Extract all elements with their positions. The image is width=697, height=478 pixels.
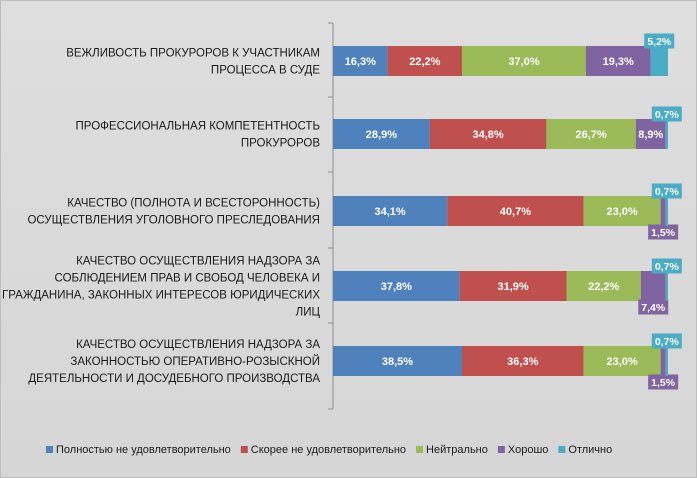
data-label: 40,7% <box>500 206 531 218</box>
data-label: 37,8% <box>381 281 412 293</box>
data-label: 16,3% <box>345 56 376 68</box>
data-label: 19,3% <box>603 56 634 68</box>
category-label: КАЧЕСТВО ОСУЩЕСТВЛЕНИЯ НАДЗОРА ЗА <box>76 339 320 351</box>
category-label: ЛИЦ <box>296 307 321 319</box>
category-label: КАЧЕСТВО (ПОЛНОТА И ВСЕСТОРОННОСТЬ) <box>67 198 320 210</box>
category-label: ГРАЖДАНИНА, ЗАКОННЫХ ИНТЕРЕСОВ ЮРИДИЧЕСК… <box>2 290 320 302</box>
bar-segment <box>429 119 547 149</box>
legend-swatch <box>558 446 566 453</box>
data-callout-box <box>651 333 682 349</box>
data-label: 38,5% <box>382 356 413 368</box>
legend-swatch <box>416 446 424 453</box>
bar-segment <box>635 119 666 149</box>
bar-segment <box>640 271 666 301</box>
category-label: ЗАКОННОСТЬЮ ОПЕРАТИВНО-РОЗЫСКНОЙ <box>70 355 320 368</box>
data-callout-box <box>651 258 682 274</box>
legend-label: Отлично <box>568 444 612 456</box>
bar-segment <box>461 46 586 76</box>
data-label: 0,7% <box>655 186 680 198</box>
bar-segment <box>566 271 641 301</box>
legend-label: Нейтрально <box>426 444 488 456</box>
data-callout-box <box>638 299 669 315</box>
bar-segment <box>583 196 661 226</box>
bar-segment <box>461 346 584 376</box>
data-label: 0,7% <box>655 261 680 273</box>
category-label: ОСУЩЕСТВЛЕНИЯ УГОЛОВНОГО ПРЕСЛЕДОВАНИЯ <box>27 215 320 227</box>
bar-segment <box>660 196 666 226</box>
bar-segment <box>333 119 430 149</box>
data-label: 23,0% <box>607 356 638 368</box>
category-label: ПРОКУРОРОВ <box>241 138 320 150</box>
data-callout-box <box>648 374 679 390</box>
data-label: 7,4% <box>641 302 666 314</box>
data-label: 5,2% <box>647 36 672 48</box>
category-label: КАЧЕСТВО ОСУЩЕСТВЛЕНИЯ НАДЗОРА ЗА <box>76 256 320 268</box>
bar-segment <box>333 271 460 301</box>
data-callout-box <box>651 183 682 199</box>
legend-label: Хорошо <box>508 444 549 456</box>
legend-swatch <box>46 446 53 453</box>
data-label: 1,5% <box>651 377 676 389</box>
bar-segment <box>583 346 661 376</box>
data-callout-box <box>644 33 675 49</box>
data-label: 34,8% <box>473 129 504 141</box>
bar-segment <box>333 46 388 76</box>
data-label: 0,7% <box>655 109 680 121</box>
bar-segment <box>333 346 462 376</box>
data-label: 22,2% <box>588 281 619 293</box>
category-label: ПРОФЕССИОНАЛЬНАЯ КОМПЕТЕНТНОСТЬ <box>76 121 320 133</box>
bar-segment <box>333 196 448 226</box>
data-label: 34,1% <box>375 206 406 218</box>
data-label: 8,9% <box>638 129 663 141</box>
bar-segment <box>665 346 668 376</box>
category-label: ПРОЦЕССА В СУДЕ <box>211 65 320 77</box>
category-label: СОБЛЮДЕНИЕМ ПРАВ И СВОБОД ЧЕЛОВЕКА И <box>55 273 320 285</box>
bar-segment <box>585 46 651 76</box>
data-label: 22,2% <box>409 56 440 68</box>
data-label: 1,5% <box>651 227 676 239</box>
data-label: 37,0% <box>508 56 539 68</box>
bar-segment <box>546 119 636 149</box>
data-callout-box <box>648 224 679 240</box>
bar-segment <box>660 346 666 376</box>
bar-segment <box>665 196 668 226</box>
bar-segment <box>665 119 668 149</box>
bar-segment <box>665 271 668 301</box>
legend-swatch <box>497 446 505 453</box>
category-label: ВЕЖЛИВОСТЬ ПРОКУРОРОВ К УЧАСТНИКАМ <box>66 48 320 60</box>
bar-segment <box>447 196 584 226</box>
data-label: 36,3% <box>507 356 538 368</box>
bar-segment <box>459 271 567 301</box>
data-label: 23,0% <box>607 206 638 218</box>
data-label: 31,9% <box>497 281 528 293</box>
bar-segment <box>387 46 462 76</box>
legend-label: Скорее не удовлетворительно <box>251 444 406 456</box>
legend-label: Полностью не удовлетворительно <box>56 444 231 456</box>
bar-segment <box>650 46 668 76</box>
data-label: 0,7% <box>655 336 680 348</box>
legend-swatch <box>240 446 248 453</box>
data-label: 26,7% <box>576 129 607 141</box>
category-label: ДЕЯТЕЛЬНОСТИ И ДОСУДЕБНОГО ПРОИЗВОДСТВА <box>28 373 320 385</box>
data-label: 28,9% <box>366 129 397 141</box>
data-callout-box <box>651 106 682 122</box>
